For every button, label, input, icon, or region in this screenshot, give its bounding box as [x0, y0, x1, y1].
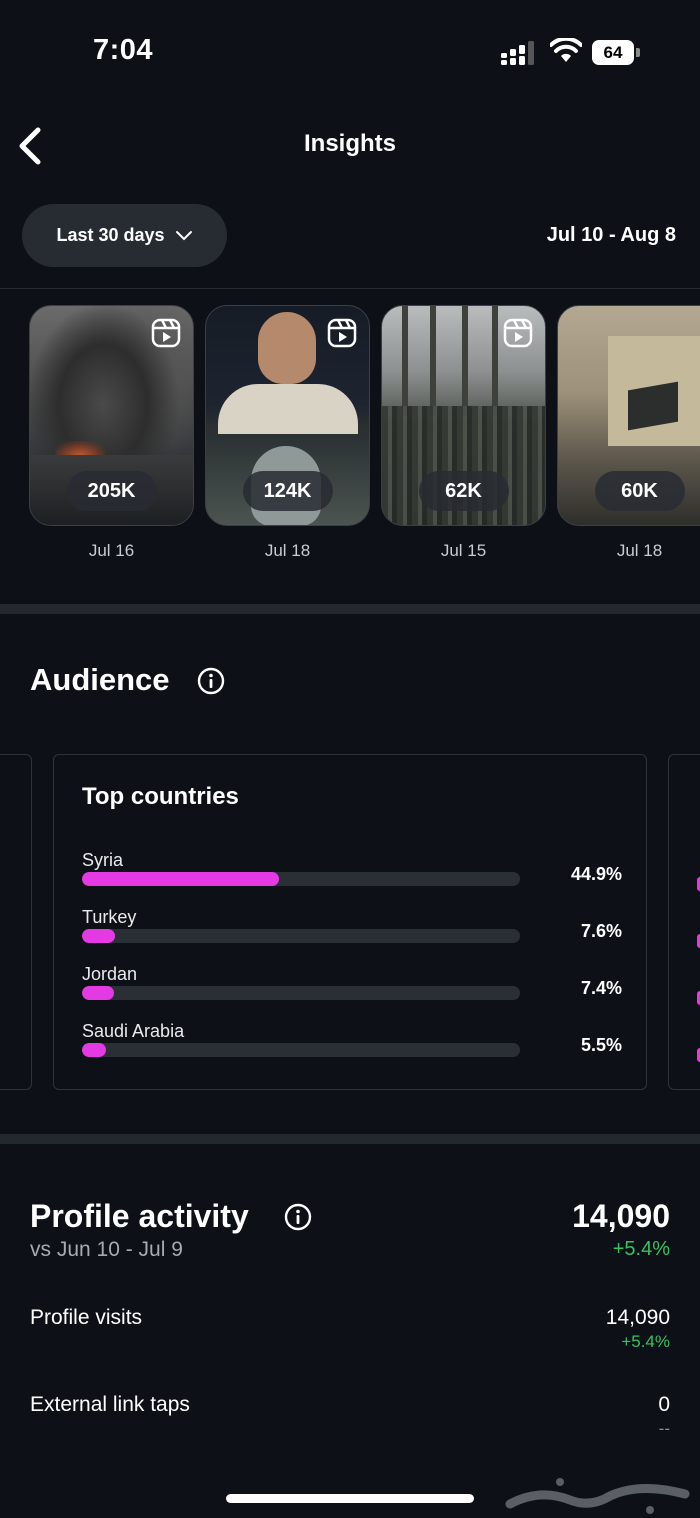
status-time: 7:04: [93, 34, 154, 66]
country-percent: 7.6%: [580, 921, 622, 941]
date-range-dropdown-label: Last 30 days: [56, 225, 165, 245]
reel-thumbnail[interactable]: 124K: [205, 305, 370, 526]
page-title: Insights: [303, 130, 396, 157]
country-bar-fill: [82, 1043, 107, 1057]
country-row: Jordan 7.4%: [82, 964, 622, 1014]
thumbnail-image-detail: [462, 306, 468, 416]
country-bar-fill: [82, 986, 115, 1000]
country-row: Turkey 7.6%: [82, 907, 622, 957]
country-bar-track: [82, 929, 520, 943]
battery-level: 64: [592, 40, 634, 65]
chevron-down-icon: [175, 230, 192, 240]
reel-views: 62K: [418, 471, 509, 511]
profile-activity-total: 14,090: [572, 1198, 670, 1234]
profile-activity-change: +5.4%: [612, 1238, 670, 1260]
thumbnail-image-detail: [430, 306, 436, 416]
battery-icon: 64: [592, 40, 640, 65]
top-countries-title: Top countries: [82, 783, 239, 810]
thumbnail-image-detail: [402, 306, 408, 416]
top-countries-card: Top countries Syria 44.9% Turkey 7.6% Jo…: [53, 754, 647, 1090]
battery-tip: [636, 48, 640, 57]
metric-label[interactable]: Profile visits: [30, 1306, 143, 1329]
section-divider: [0, 1134, 700, 1144]
status-bar: 7:04 64: [0, 0, 700, 100]
metric-change: --: [658, 1419, 670, 1438]
country-percent: 7.4%: [580, 978, 622, 998]
country-bar-track: [82, 872, 520, 886]
reel-views: 205K: [66, 471, 157, 511]
reel-thumbnail[interactable]: 62K: [381, 305, 546, 526]
thumbnail-image-detail: [218, 384, 358, 436]
metric-value: 14,090: [605, 1306, 670, 1329]
top-reels-carousel: 205K Jul 16 124K Jul 18: [0, 305, 700, 575]
reel-views: 60K: [594, 471, 685, 511]
country-name: Saudi Arabia: [82, 1021, 185, 1041]
back-arrow-icon[interactable]: [14, 124, 48, 168]
country-name: Turkey: [82, 907, 137, 927]
watermark-logo: [505, 1478, 690, 1514]
reel-date: Jul 15: [440, 541, 487, 560]
metric-label[interactable]: External link taps: [30, 1393, 190, 1416]
thumbnail-image-detail: [492, 306, 498, 416]
reel-thumbnail[interactable]: 60K: [557, 305, 700, 526]
country-row: Saudi Arabia 5.5%: [82, 1021, 622, 1071]
country-name: Syria: [82, 850, 124, 870]
reel-date: Jul 18: [616, 541, 663, 560]
country-percent: 44.9%: [570, 864, 622, 884]
metric-change: +5.4%: [621, 1332, 670, 1351]
divider: [0, 288, 700, 289]
info-icon[interactable]: [284, 1203, 312, 1231]
country-row: Syria 44.9%: [82, 850, 622, 900]
country-bar-track: [82, 986, 520, 1000]
country-bar-fill: [82, 872, 279, 886]
thumbnail-image-detail: [258, 312, 316, 384]
card-peek-detail: [697, 991, 700, 1005]
card-peek-detail: [697, 877, 700, 891]
audience-title: Audience: [30, 662, 170, 697]
profile-activity-title: Profile activity: [30, 1198, 249, 1234]
info-icon[interactable]: [197, 667, 225, 695]
date-range-text: Jul 10 - Aug 8: [546, 224, 676, 246]
date-range-dropdown[interactable]: Last 30 days: [22, 204, 227, 267]
card-peek-detail: [697, 934, 700, 948]
reel-date: Jul 18: [264, 541, 311, 560]
country-percent: 5.5%: [580, 1035, 622, 1055]
profile-activity-comparison: vs Jun 10 - Jul 9: [30, 1238, 183, 1261]
home-indicator[interactable]: [226, 1494, 474, 1503]
reel-date: Jul 16: [88, 541, 135, 560]
reel-thumbnail[interactable]: 205K: [29, 305, 194, 526]
reels-icon: [327, 318, 357, 348]
country-bar-fill: [82, 929, 116, 943]
reels-icon: [151, 318, 181, 348]
wifi-icon: [550, 38, 582, 62]
reels-icon: [503, 318, 533, 348]
country-bar-track: [82, 1043, 520, 1057]
section-divider: [0, 604, 700, 614]
reel-views: 124K: [242, 471, 333, 511]
country-name: Jordan: [82, 964, 138, 984]
audience-card-next[interactable]: [668, 754, 700, 1090]
audience-card-previous[interactable]: [0, 754, 32, 1090]
cellular-signal-icon: [501, 41, 534, 65]
metric-value: 0: [658, 1393, 670, 1416]
card-peek-detail: [697, 1048, 700, 1062]
